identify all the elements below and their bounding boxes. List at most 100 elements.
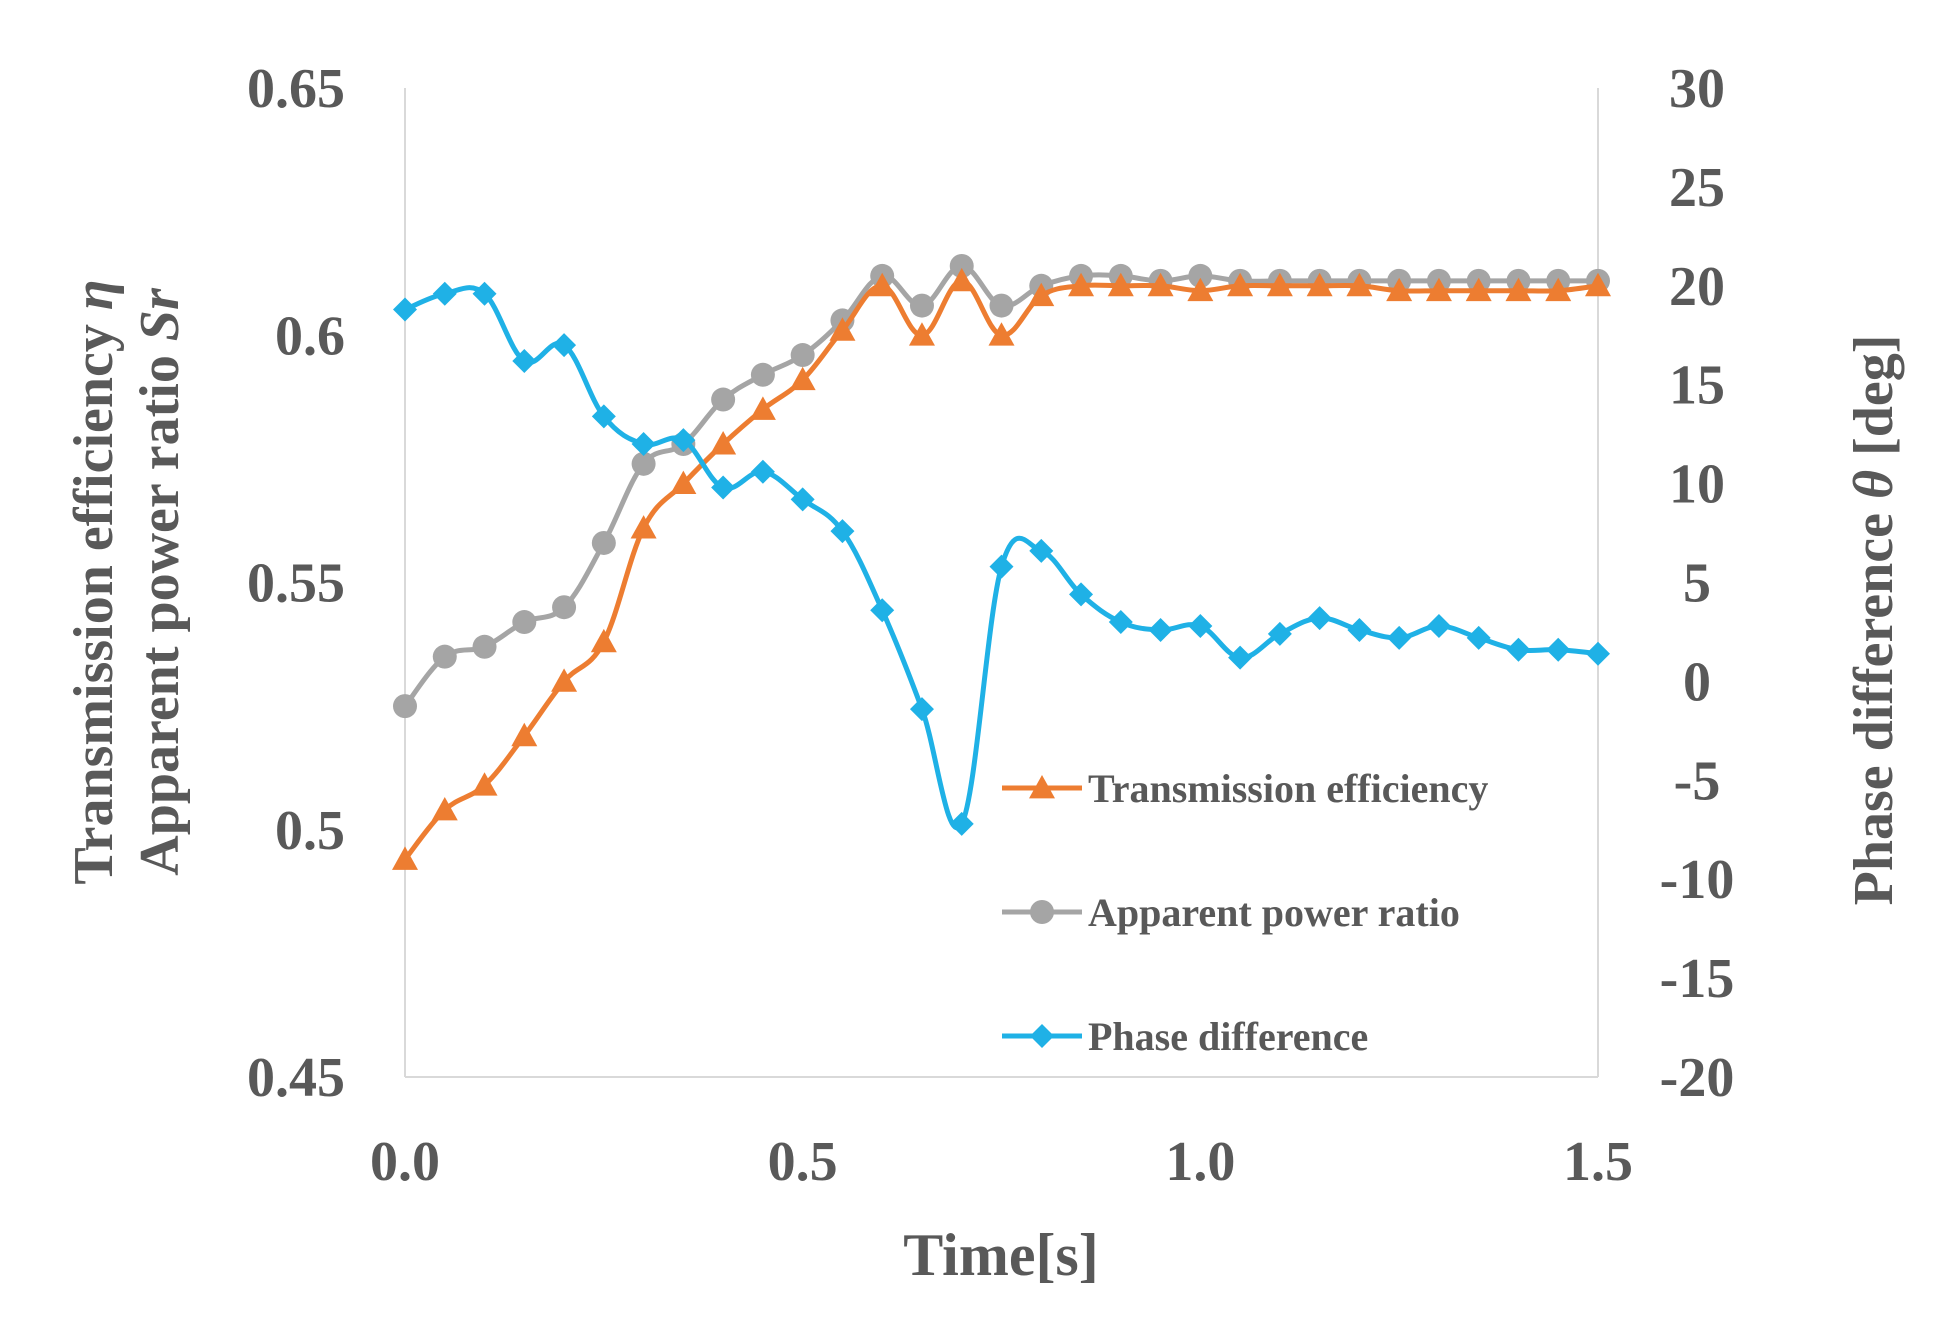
data-point [908,322,935,346]
data-point [949,811,974,836]
data-point [670,470,697,494]
y-right-tick-label: -5 [1674,750,1721,812]
series-phase-difference [393,281,1610,836]
data-point [471,772,498,796]
y-left-tick-label: 0.65 [247,58,345,120]
y-left-tick-labels: 0.65 0.6 0.55 0.5 0.45 [247,58,345,1109]
plot-axes [404,88,1599,1078]
y-left-tick-label: 0.5 [275,800,345,862]
data-point [711,387,736,412]
data-point [512,348,537,373]
legend-item: Phase difference [1002,1014,1368,1059]
y-left-tick-label: 0.45 [247,1047,345,1109]
data-point [1227,272,1254,297]
data-point [988,322,1015,346]
data-point [1387,625,1412,650]
data-point [1267,621,1292,646]
data-point [432,644,457,669]
data-point [869,272,896,297]
data-point [1266,272,1293,297]
data-point [472,634,497,659]
y-left-tick-label: 0.55 [247,553,345,615]
legend-marker [1030,900,1054,924]
data-point [1108,610,1133,635]
data-point [1228,645,1253,670]
legend-label: Phase difference [1088,1014,1368,1059]
y-left-axis-title-line2: Apparent power ratio Sr [129,287,191,876]
data-point [1386,277,1413,302]
data-point [1425,277,1452,302]
data-point [1307,606,1332,631]
x-tick-label: 0.5 [768,1131,838,1193]
data-point [710,431,737,455]
data-point [1465,277,1492,302]
y-right-tick-label: 25 [1669,157,1725,219]
legend: Transmission efficiency Apparent power ra… [1002,766,1488,1059]
x-tick-labels: 0.0 0.5 1.0 1.5 [370,1131,1633,1193]
data-point [750,362,775,387]
x-tick-label: 1.0 [1165,1131,1235,1193]
y-right-tick-label: -20 [1660,1047,1735,1109]
data-point [590,628,617,653]
data-point [630,515,657,539]
data-point [949,254,974,279]
x-tick-label: 0.0 [370,1131,440,1193]
data-point [909,293,934,318]
data-point [511,722,538,747]
y-right-tick-label: -15 [1660,948,1735,1010]
y-right-title-symbol: θ [1843,470,1905,499]
data-point [472,281,497,306]
data-point [1586,641,1610,666]
data-point [1546,637,1571,662]
legend-marker [1029,775,1055,799]
y-left-title-line1-symbol: η [63,279,125,310]
data-point [1069,582,1094,607]
data-point [512,610,537,635]
data-point [909,697,934,722]
series-apparent-power-ratio [393,254,1610,719]
y-right-tick-label: 10 [1669,454,1725,516]
y-left-axis-title-line1: Transmission efficiency η [63,279,125,884]
x-tick-label: 1.5 [1563,1131,1633,1193]
y-right-title-unit: [deg] [1843,335,1905,470]
legend-label: Apparent power ratio [1088,890,1460,935]
y-right-tick-label: 5 [1683,553,1711,615]
y-right-tick-labels: 30 25 20 15 10 5 0 -5 -10 -15 -20 [1660,58,1735,1109]
data-point [631,451,656,476]
data-point [1347,617,1372,642]
data-point [1187,277,1214,302]
legend-label: Transmission efficiency [1088,766,1488,811]
y-right-tick-label: -10 [1660,849,1735,911]
series-layer [392,254,1611,870]
data-point [1148,617,1173,642]
y-left-title-line2-symbol: Sr [129,287,191,341]
data-point [432,281,457,306]
data-point [1028,282,1055,307]
legend-item: Transmission efficiency [1002,766,1488,811]
data-point [1147,272,1174,297]
y-right-title-text: Phase difference [1843,499,1905,905]
data-point [829,317,856,341]
data-point [948,267,975,292]
data-point [392,846,418,870]
y-left-tick-label: 0.6 [275,305,345,367]
data-point [790,343,815,368]
data-point [671,428,696,453]
legend-item: Apparent power ratio [1002,890,1460,935]
y-right-axis-title: Phase difference θ [deg] [1843,335,1905,906]
x-axis-title: Time[s] [903,1222,1099,1288]
y-right-tick-label: 30 [1669,58,1725,120]
data-point [790,487,815,512]
y-left-title-line1-text: Transmission efficiency [63,310,125,884]
data-point [711,475,736,500]
data-point [1188,614,1213,639]
data-point [1466,625,1491,650]
data-point [870,598,895,623]
data-point [1029,538,1054,563]
data-point [431,796,458,821]
data-point [631,432,656,457]
data-point [1506,637,1531,662]
legend-marker [1030,1024,1054,1048]
data-point [989,293,1014,318]
data-point [749,396,776,420]
